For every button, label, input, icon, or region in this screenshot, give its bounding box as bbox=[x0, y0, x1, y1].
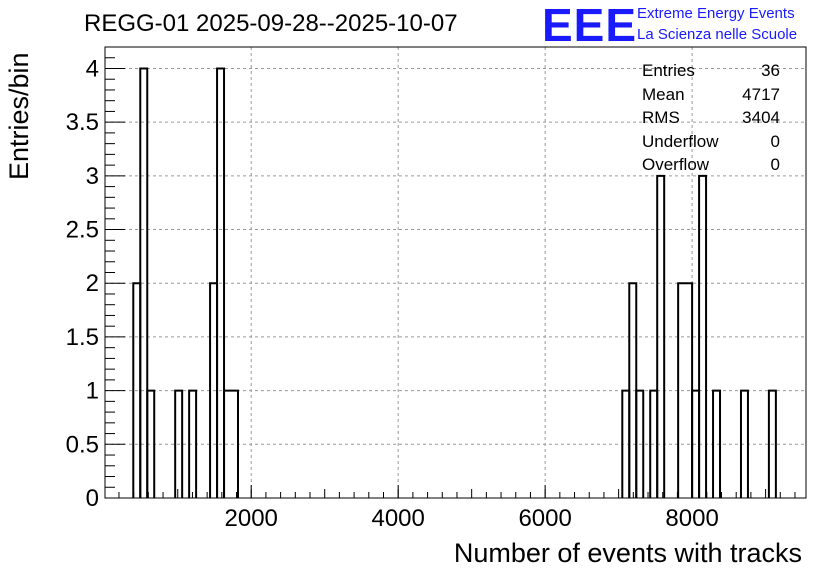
x-tick-label: 4000 bbox=[371, 505, 424, 532]
histogram-bin bbox=[174, 389, 184, 498]
axis-ticks: 2000 4000 6000 8000 0 0.5 1 1.5 2 2.5 3 3.5 4 bbox=[66, 55, 796, 532]
stat-row-mean: Mean 4717 bbox=[642, 83, 780, 107]
histogram-bin bbox=[216, 67, 226, 498]
logo-line-1: Extreme Energy Events bbox=[637, 5, 795, 22]
histogram-bin bbox=[739, 389, 749, 498]
logo-line-2: La Scienza nelle Scuole bbox=[637, 26, 798, 43]
stat-row-entries: Entries 36 bbox=[642, 59, 780, 83]
histogram-bin bbox=[677, 282, 694, 498]
y-axis-label: Entries/bin bbox=[4, 52, 34, 180]
stat-row-rms: RMS 3404 bbox=[642, 106, 780, 130]
y-tick-label: 0.5 bbox=[66, 431, 99, 458]
stat-label: Underflow bbox=[642, 131, 719, 151]
y-tick-label: 3.5 bbox=[66, 109, 99, 136]
stat-label: Overflow bbox=[642, 155, 710, 174]
y-tick-label: 4 bbox=[86, 55, 99, 82]
y-tick-label: 3 bbox=[86, 163, 99, 190]
histogram-bin bbox=[767, 389, 777, 498]
stat-value: 36 bbox=[761, 61, 780, 80]
histogram-bin bbox=[656, 174, 666, 498]
x-tick-label: 8000 bbox=[665, 505, 718, 532]
y-tick-label: 2.5 bbox=[66, 217, 99, 244]
y-tick-label: 1 bbox=[86, 378, 99, 405]
x-tick-label: 6000 bbox=[518, 505, 571, 532]
histogram-bin bbox=[223, 389, 239, 498]
eee-logo-icon: EEE bbox=[542, 0, 638, 51]
histogram-bin bbox=[188, 389, 198, 498]
histogram-outline bbox=[132, 67, 777, 498]
stat-value: 3404 bbox=[742, 108, 780, 127]
chart-title: REGG-01 2025-09-28--2025-10-07 bbox=[84, 10, 458, 37]
x-tick-label: 2000 bbox=[225, 505, 278, 532]
stat-label: RMS bbox=[642, 108, 680, 127]
stat-row-underflow: Underflow 0 bbox=[642, 130, 780, 154]
stats-box: Entries 36 Mean 4717 RMS 3404 Underflow … bbox=[642, 59, 780, 177]
y-tick-label: 0 bbox=[86, 485, 99, 512]
y-tick-label: 1.5 bbox=[66, 324, 99, 351]
grid-lines bbox=[105, 47, 806, 498]
stat-value: 4717 bbox=[742, 84, 780, 104]
histogram-bin bbox=[698, 174, 708, 498]
stat-label: Entries bbox=[642, 61, 695, 80]
stat-value: 0 bbox=[770, 131, 780, 151]
y-tick-label: 2 bbox=[86, 270, 99, 297]
stat-row-overflow: Overflow 0 bbox=[642, 153, 780, 177]
histogram-bin bbox=[139, 67, 149, 498]
x-axis-label: Number of events with tracks bbox=[453, 538, 802, 568]
stat-label: Mean bbox=[642, 84, 685, 104]
histogram-bin bbox=[146, 389, 156, 498]
histogram-bin bbox=[712, 389, 722, 498]
stat-value: 0 bbox=[770, 155, 780, 174]
histogram-bin bbox=[635, 389, 645, 498]
